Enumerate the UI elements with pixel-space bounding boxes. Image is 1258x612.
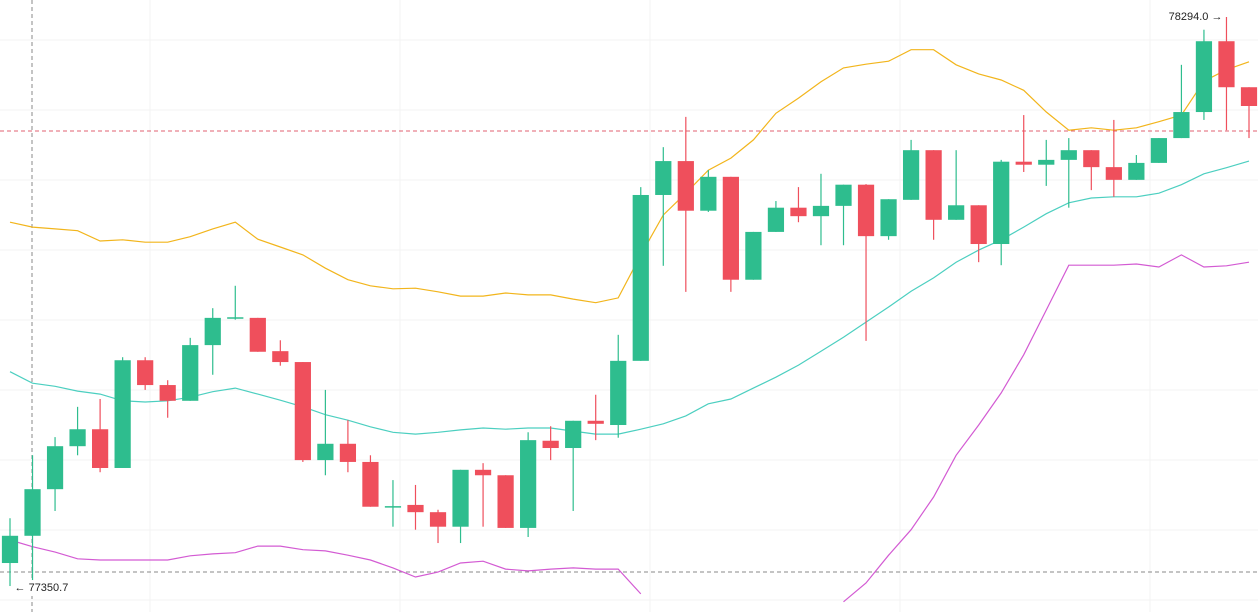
candle-body <box>452 469 469 527</box>
candle-body <box>655 161 672 195</box>
candle-body <box>1150 138 1168 163</box>
candle-body <box>1195 41 1213 113</box>
candle-body <box>182 345 199 401</box>
candle-body <box>294 362 311 461</box>
candle-body <box>722 176 739 280</box>
candle-body <box>542 440 559 449</box>
candle-body <box>632 194 649 361</box>
candle-body <box>69 429 86 447</box>
candle-body <box>767 207 785 232</box>
candle-body <box>204 317 221 346</box>
candle-body <box>857 184 875 237</box>
candle-body <box>384 506 402 508</box>
candle-body <box>812 205 830 217</box>
candle-body <box>1240 87 1258 106</box>
candle-body <box>497 475 514 528</box>
candle-body <box>520 440 537 528</box>
candle-body <box>1218 41 1235 88</box>
candle-body <box>429 512 447 527</box>
candle-body <box>745 231 762 280</box>
candle-body <box>339 443 357 462</box>
candle-body <box>272 351 289 363</box>
candle-body <box>1173 112 1190 139</box>
high-label: 78294.0 → <box>1169 11 1223 23</box>
candle-body <box>1 535 19 564</box>
candle-body <box>317 443 334 461</box>
candle-body <box>835 184 852 206</box>
candle-body <box>24 489 41 536</box>
candle-body <box>700 176 717 211</box>
candle-body <box>880 199 897 237</box>
candle-body <box>1015 161 1032 165</box>
candle-body <box>790 207 807 217</box>
candle-body <box>249 317 266 352</box>
candle-body <box>474 469 492 476</box>
candle-body <box>159 385 176 401</box>
candle-body <box>46 446 64 490</box>
candle-body <box>677 161 694 211</box>
candle-body <box>91 429 109 468</box>
indicator-line <box>9 49 1250 304</box>
indicator-line <box>9 254 1250 603</box>
low-label: ← 77350.7 <box>15 582 69 594</box>
candle-body <box>970 205 987 245</box>
label-bg <box>1160 9 1223 26</box>
candle-body <box>1105 167 1122 180</box>
indicator-line <box>9 160 1250 435</box>
candle-body <box>1083 150 1100 168</box>
label-bg <box>14 580 75 597</box>
candle-body <box>407 504 424 513</box>
candle-body <box>1060 150 1077 160</box>
candle-body <box>610 360 627 426</box>
candle-body <box>114 360 131 468</box>
candle-body <box>227 317 244 319</box>
candle-body <box>565 420 582 449</box>
candle-body <box>902 150 920 200</box>
candle-body <box>1128 162 1145 180</box>
candle-body <box>993 161 1010 245</box>
candle-body <box>948 205 965 220</box>
candle-body <box>137 360 154 386</box>
candle-body <box>587 420 604 424</box>
candle-body <box>362 461 379 507</box>
candle-body <box>1038 159 1055 165</box>
candle-body <box>925 150 942 220</box>
